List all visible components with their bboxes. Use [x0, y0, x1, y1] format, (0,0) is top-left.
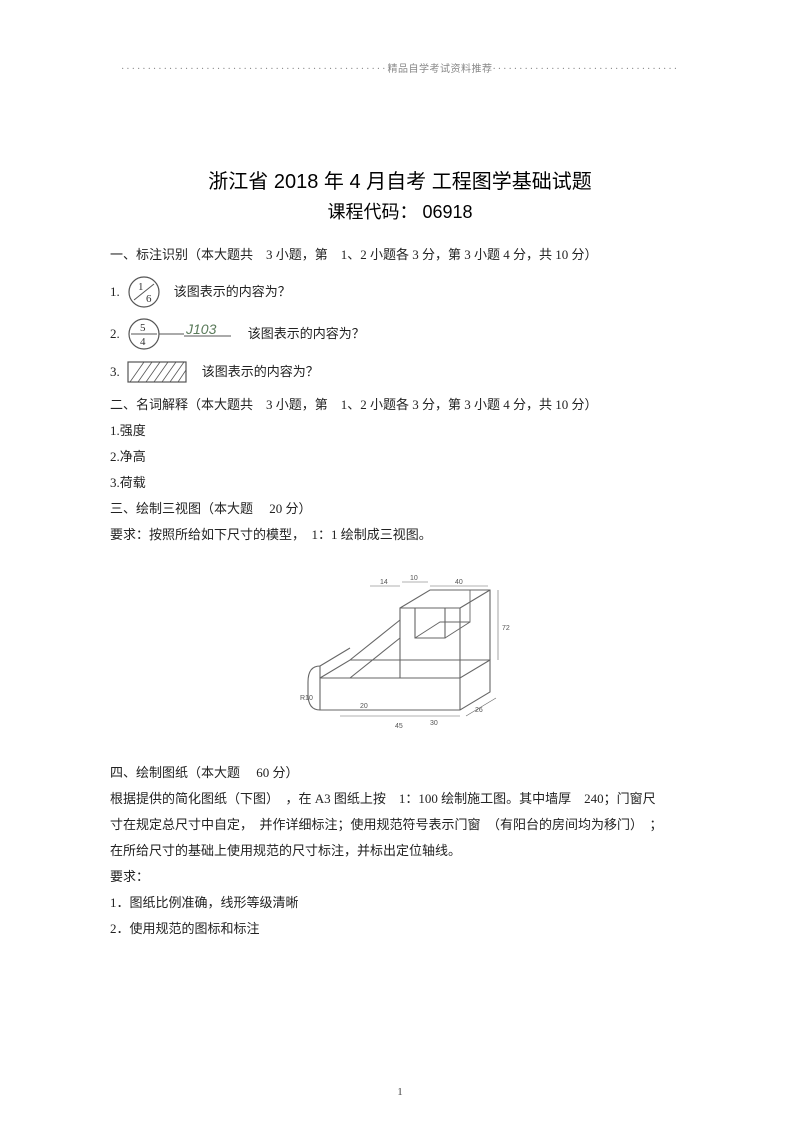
document-page: ········································… — [0, 0, 800, 1133]
svg-text:72: 72 — [502, 625, 510, 632]
svg-text:40: 40 — [455, 579, 463, 586]
section2-item3: 3.荷载 — [110, 470, 690, 496]
q3-line: 3. 该图表示的内容为？ — [110, 358, 690, 386]
section3-heading: 三、绘制三视图（本大题 20 分） — [110, 496, 690, 522]
door-symbol-icon: 5 4 J103 — [126, 316, 236, 352]
section4-req-label: 要求： — [110, 864, 690, 890]
svg-text:10: 10 — [410, 575, 418, 582]
q3-text: 该图表示的内容为？ — [202, 359, 319, 385]
section2-heading: 二、名词解释（本大题共 3 小题，第 1、2 小题各 3 分，第 3 小题 4 … — [110, 392, 690, 418]
q2-line: 2. 5 4 J103 该图表示的内容为？ — [110, 316, 690, 352]
section2-item1: 1.强度 — [110, 418, 690, 444]
svg-text:R10: R10 — [300, 695, 313, 702]
hatch-rect-icon — [126, 358, 190, 386]
svg-text:45: 45 — [395, 723, 403, 730]
svg-text:5: 5 — [140, 322, 146, 334]
banner-dots-right: ··································· — [492, 64, 679, 75]
header-banner: ········································… — [110, 60, 690, 75]
q2-text: 该图表示的内容为？ — [248, 321, 365, 347]
q3-number: 3. — [110, 359, 120, 385]
svg-text:J103: J103 — [185, 321, 217, 337]
circle-fraction-icon: 1 6 — [126, 274, 162, 310]
section4-para2: 寸在规定总尺寸中自定， 并作详细标注；使用规范符号表示门窗 （有阳台的房间均为移… — [110, 812, 690, 838]
svg-text:20: 20 — [360, 703, 368, 710]
section4-req1: 1．图纸比例准确，线形等级清晰 — [110, 890, 690, 916]
svg-text:14: 14 — [380, 579, 388, 586]
isometric-drawing-icon: 14 10 40 R10 20 26 72 30 45 — [280, 560, 520, 740]
svg-text:26: 26 — [475, 707, 483, 714]
q1-number: 1. — [110, 279, 120, 305]
section1-heading: 一、标注识别（本大题共 3 小题，第 1、2 小题各 3 分，第 3 小题 4 … — [110, 242, 690, 268]
section4-para1: 根据提供的简化图纸（下图） ，在 A3 图纸上按 1：100 绘制施工图。其中墙… — [110, 786, 690, 812]
svg-text:1: 1 — [138, 281, 144, 293]
section3-requirement: 要求：按照所给如下尺寸的模型， 1：1 绘制成三视图。 — [110, 522, 690, 548]
q1-line: 1. 1 6 该图表示的内容为？ — [110, 274, 690, 310]
banner-dots-left: ········································… — [121, 64, 388, 75]
section4-heading: 四、绘制图纸（本大题 60 分） — [110, 760, 690, 786]
body-content: 一、标注识别（本大题共 3 小题，第 1、2 小题各 3 分，第 3 小题 4 … — [110, 242, 690, 942]
banner-text: 精品自学考试资料推荐 — [387, 64, 492, 75]
section2-item2: 2.净高 — [110, 444, 690, 470]
isometric-figure-container: 14 10 40 R10 20 26 72 30 45 — [110, 560, 690, 740]
svg-text:30: 30 — [430, 720, 438, 727]
svg-text:6: 6 — [146, 293, 152, 305]
q2-number: 2. — [110, 321, 120, 347]
course-code: 课程代码： 06918 — [110, 198, 690, 224]
page-number: 1 — [0, 1086, 800, 1098]
section4-para3: 在所给尺寸的基础上使用规范的尺寸标注，并标出定位轴线。 — [110, 838, 690, 864]
svg-text:4: 4 — [140, 336, 146, 348]
q1-text: 该图表示的内容为？ — [174, 279, 291, 305]
section4-req2: 2．使用规范的图标和标注 — [110, 916, 690, 942]
main-title: 浙江省 2018 年 4 月自考 工程图学基础试题 — [110, 165, 690, 194]
